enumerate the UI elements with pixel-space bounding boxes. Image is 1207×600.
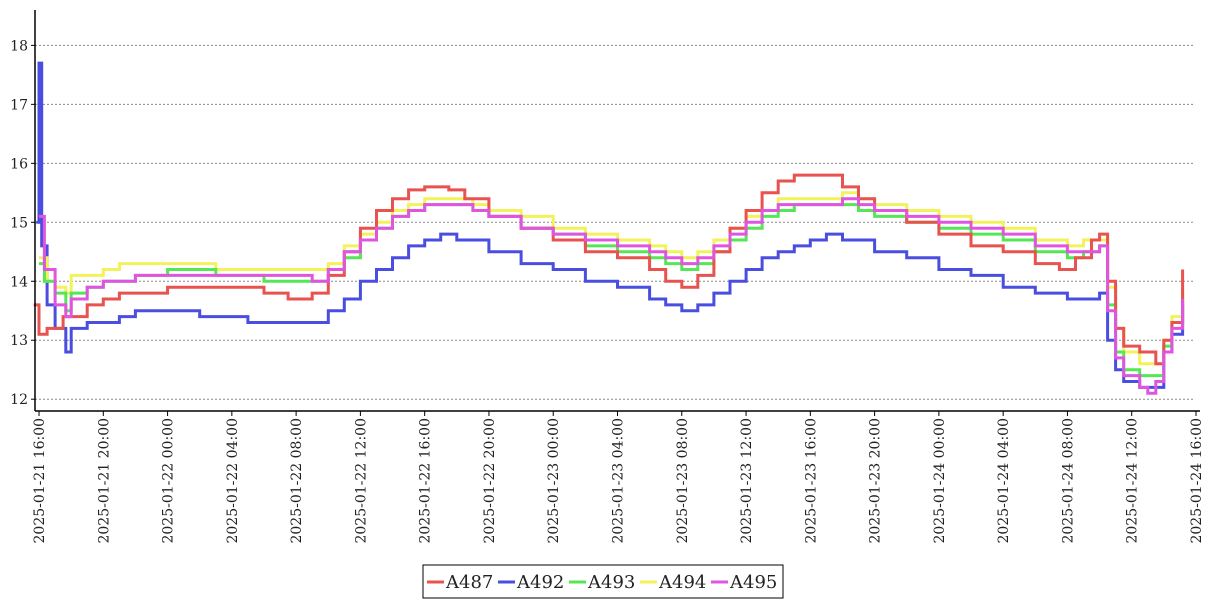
- x-tick-label: 2025-01-24 12:00: [1125, 418, 1141, 544]
- x-tick-label: 2025-01-21 16:00: [32, 418, 48, 544]
- series-line-a495: [39, 197, 1185, 395]
- series-line-a487: [33, 173, 1185, 366]
- series-line-a494: [39, 191, 1185, 366]
- legend-label-a492: A492: [516, 572, 564, 593]
- y-tick-label: 15: [10, 215, 28, 231]
- legend-label-a487: A487: [445, 572, 493, 593]
- y-tick-label: 16: [10, 156, 28, 172]
- x-tick-label: 2025-01-23 08:00: [675, 418, 691, 544]
- x-tick-label: 2025-01-24 16:00: [1189, 418, 1205, 544]
- y-tick-label: 18: [10, 38, 28, 54]
- x-tick-label: 2025-01-22 20:00: [482, 418, 498, 544]
- gridlines: [35, 44, 1195, 400]
- x-tick-label: 2025-01-21 20:00: [96, 418, 112, 544]
- x-tick-label: 2025-01-22 12:00: [353, 418, 369, 544]
- x-tick-label: 2025-01-24 00:00: [932, 418, 948, 544]
- x-tick-label: 2025-01-22 04:00: [225, 418, 241, 544]
- x-tick-label: 2025-01-23 04:00: [611, 418, 627, 544]
- y-tick-label: 14: [10, 274, 28, 290]
- legend-label-a493: A493: [587, 572, 635, 593]
- x-tick-label: 2025-01-22 08:00: [289, 418, 305, 544]
- x-tick-label: 2025-01-23 16:00: [803, 418, 819, 544]
- x-tick-label: 2025-01-23 00:00: [546, 418, 562, 544]
- y-tick-label: 13: [10, 333, 28, 349]
- y-axis: 12 13 14 15 16 17 18: [10, 38, 35, 408]
- legend-label-a494: A494: [658, 572, 706, 593]
- x-tick-label: 2025-01-22 00:00: [161, 418, 177, 544]
- y-tick-label: 12: [10, 392, 28, 408]
- y-tick-label: 17: [10, 97, 28, 113]
- series-lines: [33, 61, 1185, 395]
- x-tick-label: 2025-01-22 16:00: [418, 418, 434, 544]
- x-tick-label: 2025-01-23 20:00: [868, 418, 884, 544]
- x-axis: 2025-01-21 16:00 2025-01-21 20:00 2025-01-…: [32, 411, 1205, 544]
- legend: A487 A492 A493 A494 A495: [422, 564, 784, 599]
- series-line-a492: [36, 61, 1185, 389]
- x-tick-label: 2025-01-24 08:00: [1060, 418, 1076, 544]
- legend-label-a495: A495: [729, 572, 777, 593]
- x-tick-label: 2025-01-24 04:00: [996, 418, 1012, 544]
- series-line-a493: [39, 203, 1185, 378]
- x-tick-label: 2025-01-23 12:00: [739, 418, 755, 544]
